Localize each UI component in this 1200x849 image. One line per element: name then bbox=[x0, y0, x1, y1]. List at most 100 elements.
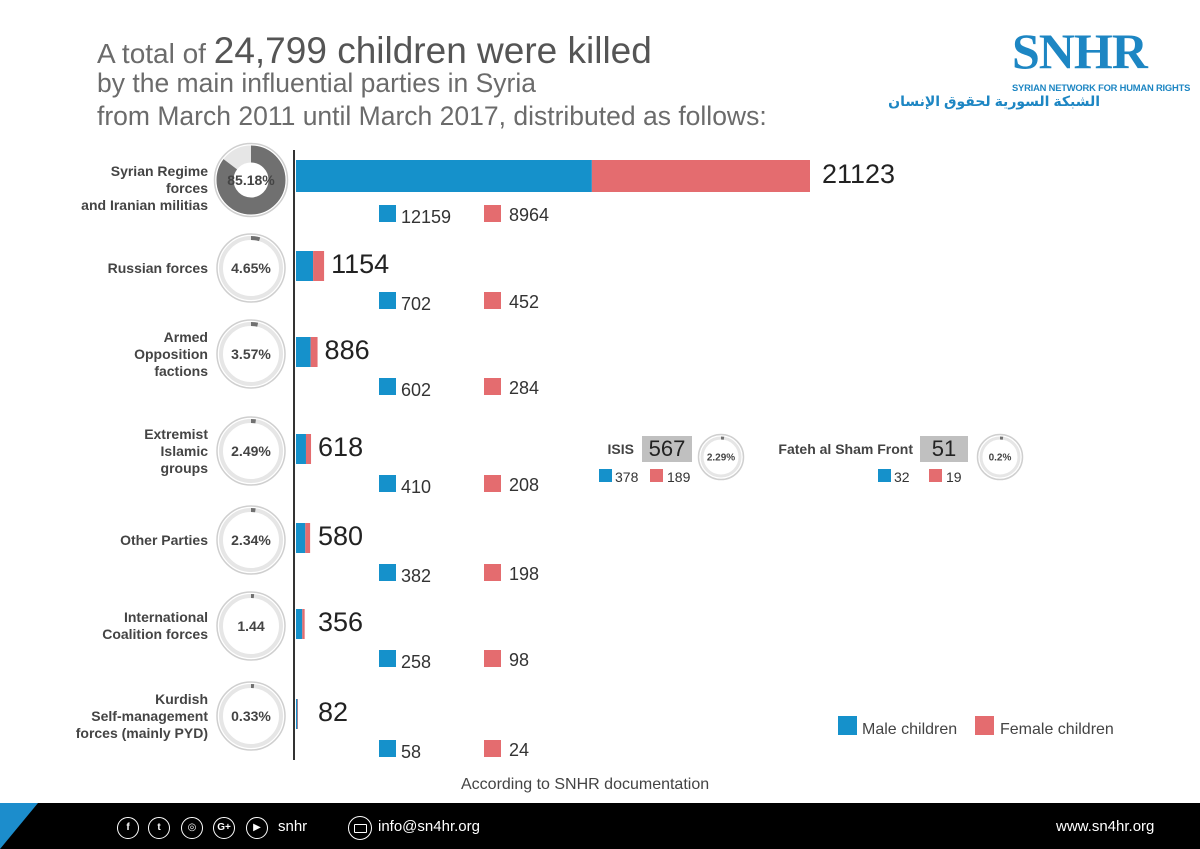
chart-axis-line bbox=[293, 150, 295, 760]
category-donut-arc bbox=[219, 419, 283, 483]
category-label: Syrian Regime forces and Iranian militias bbox=[68, 163, 208, 214]
mail-icon bbox=[348, 816, 372, 840]
legend-male-label: Male children bbox=[862, 721, 958, 738]
male-count: 602 bbox=[401, 380, 432, 400]
bar-total-label: 886 bbox=[324, 335, 370, 365]
category-donut-pct-label: 4.65% bbox=[231, 260, 271, 276]
category-donut-outline bbox=[216, 319, 286, 389]
bar-male bbox=[296, 160, 592, 192]
twitter-icon[interactable]: t bbox=[148, 817, 170, 839]
male-count: 702 bbox=[401, 294, 432, 314]
bar-female bbox=[302, 609, 305, 639]
bar-female bbox=[313, 251, 325, 281]
bar-male bbox=[296, 699, 298, 729]
subgroup-female-swatch bbox=[650, 469, 663, 482]
male-swatch bbox=[379, 650, 396, 667]
category-donut-arc bbox=[219, 508, 283, 572]
logo-english-name: SYRIAN NETWORK FOR HUMAN RIGHTS bbox=[1012, 82, 1191, 93]
category-label: Kurdish Self-management forces (mainly PYD… bbox=[68, 691, 208, 742]
instagram-icon[interactable]: ◎ bbox=[181, 817, 203, 839]
category-label-line: factions bbox=[154, 362, 208, 379]
footer-accent bbox=[0, 803, 38, 849]
subgroup-male-swatch bbox=[878, 469, 891, 482]
male-count: 410 bbox=[401, 477, 432, 497]
male-swatch bbox=[379, 205, 396, 222]
female-swatch bbox=[484, 475, 501, 492]
youtube-icon[interactable]: ▶ bbox=[246, 817, 268, 839]
subgroup-female-swatch bbox=[929, 469, 942, 482]
category-donut-pct-label: 85.18% bbox=[227, 172, 275, 188]
category-donut-outline bbox=[216, 591, 286, 661]
female-count: 284 bbox=[509, 378, 540, 398]
category-label: Russian forces bbox=[68, 260, 208, 277]
footer-handle[interactable]: snhr bbox=[278, 818, 308, 835]
subgroup-female-count: 19 bbox=[946, 469, 962, 485]
subgroup-total: 567 bbox=[642, 436, 692, 462]
category-label-line: International bbox=[123, 609, 208, 625]
category-label-line: Islamic bbox=[160, 442, 208, 459]
footer-bar: f t ◎ G+ ▶ snhr info@sn4hr.org www.sn4hr… bbox=[0, 803, 1200, 849]
legend-female-swatch bbox=[975, 716, 994, 735]
subgroup-donut-pct-label: 0.2% bbox=[989, 453, 1012, 464]
female-swatch bbox=[484, 564, 501, 581]
male-swatch bbox=[379, 740, 396, 757]
bar-female bbox=[305, 523, 311, 553]
female-swatch bbox=[484, 378, 501, 395]
category-donut-pct-label: 1.44 bbox=[237, 618, 264, 634]
facebook-icon[interactable]: f bbox=[117, 817, 139, 839]
bar-female bbox=[310, 337, 318, 367]
category-donut-outline bbox=[216, 416, 286, 486]
footer-website[interactable]: www.sn4hr.org bbox=[1056, 818, 1155, 835]
category-donut-pct-label: 2.34% bbox=[231, 532, 271, 548]
title-highlight: 24,799 children were killed bbox=[213, 30, 652, 71]
subgroup-male-count: 378 bbox=[615, 469, 639, 485]
male-count: 382 bbox=[401, 566, 432, 586]
category-donut-arc bbox=[219, 236, 283, 300]
category-donut-arc bbox=[216, 145, 286, 215]
subgroup-donut-pct-label: 2.29% bbox=[707, 453, 735, 464]
female-swatch bbox=[484, 650, 501, 667]
category-label: International Coalition forces bbox=[68, 609, 208, 643]
female-swatch bbox=[484, 292, 501, 309]
bar-total-label: 356 bbox=[318, 607, 364, 637]
subgroup-name: Fateh al Sham Front bbox=[778, 441, 913, 457]
category-donut-pct-label: 3.57% bbox=[231, 346, 271, 362]
category-label-line: Armed bbox=[163, 328, 208, 345]
legend-female-label: Female children bbox=[1000, 721, 1114, 738]
title-line-3: from March 2011 until March 2017, distri… bbox=[97, 101, 767, 131]
female-swatch bbox=[484, 205, 501, 222]
logo-wordmark: SNHR bbox=[1012, 23, 1148, 79]
subgroup-donut-arc bbox=[700, 436, 742, 478]
male-swatch bbox=[379, 564, 396, 581]
subgroup-total: 51 bbox=[920, 436, 968, 462]
snhr-logo: SNHR SYRIAN NETWORK FOR HUMAN RIGHTS الش… bbox=[888, 23, 1191, 110]
footer-email[interactable]: info@sn4hr.org bbox=[378, 818, 480, 835]
subgroup-male-swatch bbox=[599, 469, 612, 482]
female-count: 208 bbox=[509, 475, 540, 495]
category-label-line: Kurdish bbox=[155, 690, 208, 707]
subgroup-donut-outline bbox=[976, 433, 1024, 481]
category-label-line: groups bbox=[160, 459, 208, 476]
category-donut-pct-label: 0.33% bbox=[231, 708, 271, 724]
bar-total-label: 1154 bbox=[331, 249, 390, 279]
male-swatch bbox=[379, 475, 396, 492]
category-donut-pct-label: 2.49% bbox=[231, 443, 271, 459]
title-prefix: A total of bbox=[97, 38, 214, 69]
category-donut-arc bbox=[219, 684, 283, 748]
google-plus-icon[interactable]: G+ bbox=[213, 817, 235, 839]
category-donut-arc bbox=[219, 594, 283, 658]
category-donut-outline bbox=[216, 681, 286, 751]
male-swatch bbox=[379, 378, 396, 395]
female-count: 98 bbox=[509, 650, 530, 670]
category-donut-arc bbox=[219, 322, 283, 386]
bar-female bbox=[297, 699, 298, 729]
category-label-line: Russian forces bbox=[107, 259, 208, 276]
bar-female bbox=[591, 160, 810, 192]
male-count: 258 bbox=[401, 652, 432, 672]
bar-male bbox=[296, 337, 311, 367]
bar-female bbox=[305, 434, 312, 464]
subgroup-female-count: 189 bbox=[667, 469, 691, 485]
bar-total-label: 21123 bbox=[822, 159, 896, 189]
category-donut-outline bbox=[216, 233, 286, 303]
